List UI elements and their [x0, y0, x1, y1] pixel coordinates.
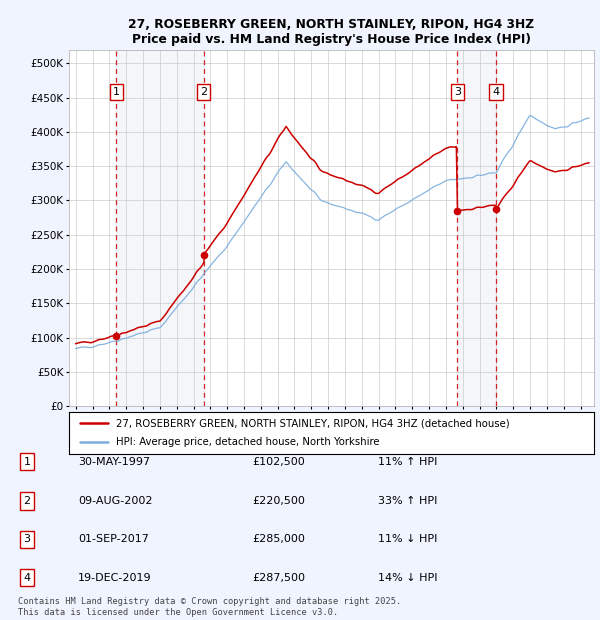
Title: 27, ROSEBERRY GREEN, NORTH STAINLEY, RIPON, HG4 3HZ
Price paid vs. HM Land Regis: 27, ROSEBERRY GREEN, NORTH STAINLEY, RIP…: [128, 17, 535, 46]
Text: 19-DEC-2019: 19-DEC-2019: [78, 573, 152, 583]
Text: Contains HM Land Registry data © Crown copyright and database right 2025.
This d: Contains HM Land Registry data © Crown c…: [18, 598, 401, 617]
Text: 3: 3: [454, 87, 461, 97]
Text: 4: 4: [23, 573, 31, 583]
Text: 33% ↑ HPI: 33% ↑ HPI: [378, 496, 437, 506]
Text: 30-MAY-1997: 30-MAY-1997: [78, 457, 150, 467]
Text: 14% ↓ HPI: 14% ↓ HPI: [378, 573, 437, 583]
Text: 1: 1: [113, 87, 120, 97]
Text: £220,500: £220,500: [252, 496, 305, 506]
Text: 11% ↓ HPI: 11% ↓ HPI: [378, 534, 437, 544]
Text: 2: 2: [200, 87, 208, 97]
Text: £102,500: £102,500: [252, 457, 305, 467]
Text: 09-AUG-2002: 09-AUG-2002: [78, 496, 152, 506]
Text: 11% ↑ HPI: 11% ↑ HPI: [378, 457, 437, 467]
Bar: [457, 50, 496, 406]
Text: 4: 4: [493, 87, 499, 97]
Text: 1: 1: [23, 457, 31, 467]
Text: 3: 3: [23, 534, 31, 544]
Bar: [116, 50, 204, 406]
Text: HPI: Average price, detached house, North Yorkshire: HPI: Average price, detached house, Nort…: [116, 438, 380, 448]
Text: 01-SEP-2017: 01-SEP-2017: [78, 534, 149, 544]
Text: 27, ROSEBERRY GREEN, NORTH STAINLEY, RIPON, HG4 3HZ (detached house): 27, ROSEBERRY GREEN, NORTH STAINLEY, RIP…: [116, 418, 510, 428]
Text: 2: 2: [23, 496, 31, 506]
Text: £285,000: £285,000: [252, 534, 305, 544]
Text: £287,500: £287,500: [252, 573, 305, 583]
